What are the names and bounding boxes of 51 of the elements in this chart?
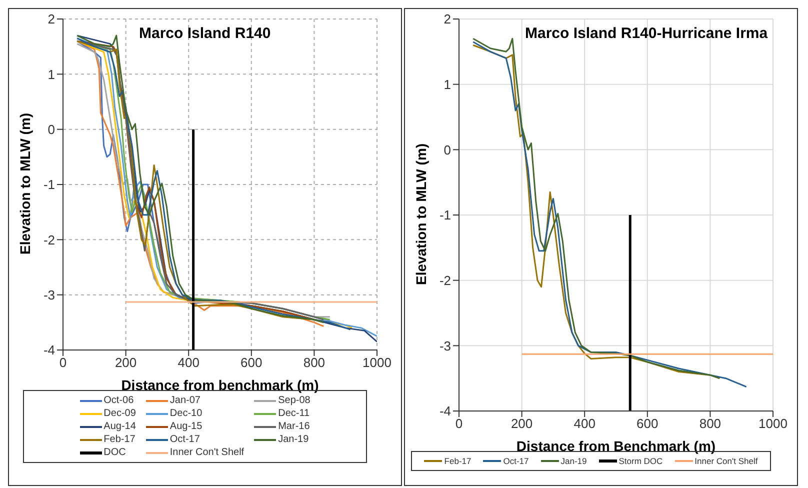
- x-tick-label: 600: [240, 355, 262, 370]
- y-tick-label: -4: [43, 342, 55, 358]
- legend-label: Aug-14: [104, 421, 136, 432]
- legend-label: Dec-10: [170, 408, 202, 419]
- y-axis-title: Elevation to MLW (m): [412, 143, 429, 285]
- x-tick-label: 200: [114, 355, 137, 370]
- legend-label: Aug-15: [170, 421, 202, 432]
- y-tick-label: -3: [439, 338, 451, 354]
- x-axis-title: Distance from Benchmark (m): [516, 438, 716, 454]
- legend-label: Feb-17: [444, 456, 472, 466]
- y-tick-label: 1: [48, 66, 55, 82]
- legend-label: Dec-11: [278, 408, 310, 419]
- legend-label: DOC: [104, 447, 126, 458]
- y-tick-label: 2: [48, 12, 55, 27]
- y-axis-title: Elevation to MLW (m): [16, 112, 33, 254]
- x-axis-title: Distance from benchmark (m): [121, 377, 319, 393]
- chart-title: Marco Island R140-Hurricane Irma: [525, 25, 768, 42]
- legend-label: Storm DOC: [618, 456, 663, 466]
- legend-label: Jan-19: [560, 456, 587, 466]
- legend-label: Oct-06: [104, 395, 134, 406]
- y-tick-label: -1: [43, 177, 55, 192]
- x-tick-label: 200: [510, 416, 533, 432]
- x-tick-label: 0: [455, 416, 463, 432]
- x-tick-label: 0: [59, 355, 67, 370]
- legend-label: Dec-09: [104, 408, 136, 419]
- y-tick-label: -2: [439, 272, 451, 288]
- legend-label: Jan-07: [170, 395, 200, 406]
- y-tick-label: -2: [43, 232, 55, 248]
- x-tick-label: 400: [574, 416, 596, 432]
- legend-label: Oct-17: [503, 456, 529, 466]
- legend-label: Mar-16: [278, 421, 310, 432]
- x-tick-label: 800: [303, 355, 326, 370]
- x-tick-label: 400: [178, 355, 200, 370]
- y-tick-label: 0: [444, 142, 451, 158]
- x-tick-label: 600: [636, 416, 658, 432]
- y-tick-label: 2: [444, 12, 451, 27]
- y-tick-label: -3: [43, 287, 55, 302]
- x-tick-label: 1000: [758, 416, 788, 432]
- y-tick-label: 1: [444, 76, 451, 92]
- legend-label: Oct-17: [170, 434, 200, 445]
- chart-title: Marco Island R140: [139, 25, 271, 42]
- y-tick-label: 0: [48, 122, 55, 137]
- legend-label: Sep-08: [278, 395, 310, 406]
- y-tick-label: -1: [439, 208, 451, 223]
- legend-label: Feb-17: [104, 434, 136, 445]
- y-tick-label: -4: [439, 404, 451, 419]
- legend-label: Jan-19: [278, 434, 309, 445]
- legend-label: Inner Con't Shelf: [694, 456, 758, 466]
- legend-label: Inner Con't Shelf: [170, 447, 244, 458]
- x-tick-label: 800: [699, 416, 722, 432]
- x-tick-label: 1000: [362, 355, 392, 370]
